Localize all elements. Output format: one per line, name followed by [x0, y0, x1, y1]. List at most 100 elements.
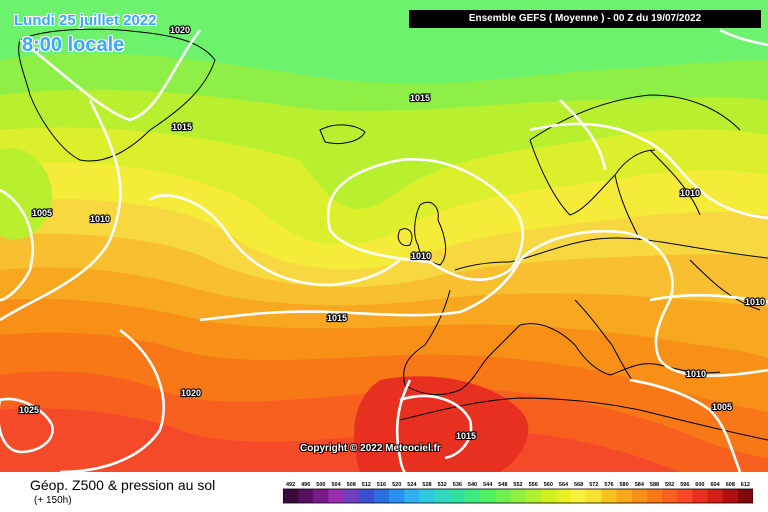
coastline — [454, 237, 768, 271]
isobar-line — [399, 394, 473, 460]
coastline — [649, 149, 761, 311]
isobar-line — [395, 379, 412, 472]
isobar-line — [629, 378, 742, 472]
field-title: Géop. Z500 & pression au sol — [30, 477, 216, 493]
isobar-line — [0, 397, 54, 454]
scale-level-label: 516 — [377, 482, 386, 488]
scale-color-swatch — [419, 489, 435, 503]
isobar-line — [326, 158, 524, 281]
isobar-label: 1005 — [712, 402, 732, 412]
isobar-line — [19, 29, 202, 122]
scale-color-swatch — [555, 489, 572, 503]
forecast-date: Lundi 25 juillet 2022 — [14, 12, 157, 29]
geopotential-band — [0, 148, 52, 240]
coastline — [519, 323, 721, 376]
scale-level-label: 612 — [741, 482, 750, 488]
scale-color-swatch — [707, 489, 723, 503]
scale-level-label: 572 — [589, 482, 598, 488]
forecast-map: 1020 1015 1005 1010 1015 1010 1010 1015 1010 1020… — [0, 0, 768, 472]
scale-color-swatch — [525, 489, 542, 503]
scale-color-swatch — [389, 489, 405, 503]
scale-level-label: 600 — [695, 482, 704, 488]
isobar-line — [0, 99, 122, 322]
isobar-label: 1015 — [410, 93, 430, 103]
scale-color-swatch — [374, 489, 390, 503]
scale-level-label: 568 — [574, 482, 583, 488]
isobar-label: 1005 — [32, 208, 52, 218]
scale-level-label: 576 — [604, 482, 613, 488]
scale-level-label: 536 — [453, 482, 462, 488]
scale-color-swatch — [677, 489, 693, 503]
isobar-label: 1010 — [686, 369, 706, 379]
scale-color-swatch — [404, 489, 420, 503]
coastline — [414, 201, 447, 266]
isobar-labels: 1020 1015 1005 1010 1015 1010 1010 1015 1010 1020… — [18, 24, 766, 442]
map-footer: Géop. Z500 & pression au sol (+ 150h) 49… — [0, 472, 768, 512]
isobar-line — [149, 194, 401, 287]
coastline — [18, 28, 216, 162]
scale-level-label: 580 — [620, 482, 629, 488]
scale-level-label: 532 — [438, 482, 447, 488]
scale-color-swatch — [358, 489, 375, 503]
scale-color-swatch — [283, 489, 299, 503]
coastline — [403, 289, 521, 396]
forecast-local-time: 8:00 locale — [22, 34, 125, 56]
geopotential-bands — [0, 0, 768, 472]
scale-level-label: 496 — [301, 482, 310, 488]
scale-color-swatch — [313, 489, 329, 503]
scale-color-swatch — [692, 489, 708, 503]
run-info-box: Ensemble GEFS ( Moyenne ) - 00 Z du 19/0… — [409, 10, 761, 28]
scale-level-label: 604 — [711, 482, 721, 488]
scale-level-label: 524 — [407, 482, 417, 488]
scale-level-label: 588 — [650, 482, 659, 488]
scale-color-swatch — [480, 489, 496, 503]
isobar-label: 1015 — [327, 313, 347, 323]
isobar-line — [559, 99, 607, 171]
scale-color-swatch — [722, 489, 739, 503]
scale-color-swatch — [510, 489, 526, 503]
scale-color-swatch — [646, 489, 663, 503]
scale-level-label: 492 — [286, 482, 295, 488]
lead-time: (+ 150h) — [34, 495, 72, 506]
scale-color-swatch — [464, 489, 481, 503]
scale-color-swatch — [540, 489, 557, 503]
isobars — [0, 28, 768, 472]
scale-level-label: 548 — [498, 482, 507, 488]
isobar-line — [0, 188, 34, 302]
scale-color-swatch — [495, 489, 511, 503]
scale-level-label: 540 — [468, 482, 477, 488]
scale-color-swatch — [737, 489, 753, 503]
scale-level-label: 544 — [483, 482, 493, 488]
scale-level-label: 512 — [362, 482, 371, 488]
isobar-line — [649, 293, 768, 304]
map-canvas: 1020 1015 1005 1010 1015 1010 1010 1015 1010 1020… — [0, 0, 768, 472]
isobar-label: 1010 — [90, 214, 110, 224]
coastline — [397, 228, 413, 247]
isobar-label: 1015 — [172, 122, 192, 132]
copyright-text: Copyright © 2022 Meteociel.fr — [300, 443, 441, 454]
scale-level-label: 504 — [332, 482, 342, 488]
scale-level-label: 596 — [680, 482, 689, 488]
scale-color-swatch — [449, 489, 466, 503]
isobar-label: 1020 — [170, 25, 190, 35]
scale-color-swatch — [601, 489, 617, 503]
isobar-label: 1010 — [745, 297, 765, 307]
scale-color-swatch — [571, 489, 587, 503]
scale-level-label: 556 — [529, 482, 538, 488]
color-scale-legend: 492 496 500 504 508 512 516 520 524 528 532 536 540 5… — [283, 482, 753, 504]
scale-color-swatch — [343, 489, 360, 503]
scale-level-label: 592 — [665, 482, 674, 488]
scale-color-swatch — [631, 489, 648, 503]
isobar-label: 1015 — [456, 431, 476, 441]
scale-color-swatch — [662, 489, 678, 503]
isobar-label: 1010 — [680, 188, 700, 198]
scale-color-swatch — [616, 489, 632, 503]
isobar-line — [59, 328, 165, 472]
isobar-label: 1010 — [411, 251, 431, 261]
coastline — [319, 124, 366, 145]
scale-level-label: 500 — [316, 482, 325, 488]
scale-border — [283, 488, 753, 504]
scale-level-label: 508 — [347, 482, 356, 488]
coastline — [574, 299, 633, 381]
scale-level-label: 528 — [422, 482, 431, 488]
